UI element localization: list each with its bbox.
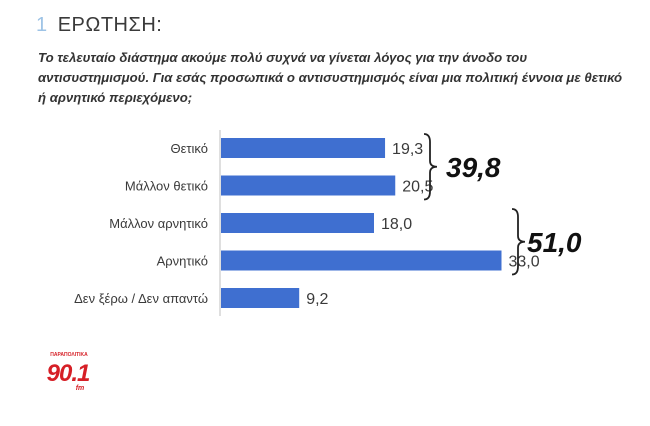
bar-3 — [221, 213, 374, 233]
logo-sub-text: fm — [76, 385, 85, 392]
group-total-label: 51,0 — [527, 227, 582, 258]
value-label: 9,2 — [306, 291, 328, 308]
category-label: Αρνητικό — [157, 254, 208, 269]
value-label: 20,5 — [402, 179, 433, 196]
group-brace — [511, 208, 526, 276]
category-label: Δεν ξέρω / Δεν απαντώ — [74, 291, 208, 306]
bar-1 — [221, 138, 386, 158]
category-label: Μάλλον θετικό — [125, 179, 208, 194]
bar-5 — [221, 288, 300, 308]
category-label: Θετικό — [170, 141, 208, 156]
bar-2 — [221, 175, 396, 196]
group-brace — [423, 133, 438, 201]
group-total-label: 39,8 — [446, 152, 501, 183]
question-number: 1 — [36, 14, 48, 36]
value-label: 19,3 — [392, 141, 423, 158]
question-text: Το τελευταίο διάστημα ακούμε πολύ συχνά … — [38, 50, 623, 105]
question-heading: ΕΡΩΤΗΣΗ: — [57, 14, 163, 36]
logo-background — [46, 350, 92, 394]
value-label: 18,0 — [381, 216, 412, 233]
logo-top-text: ΠΑΡΑΠΟΛΙΤΙΚΑ — [50, 352, 88, 358]
question-title: 1 ΕΡΩΤΗΣΗ: — [36, 14, 162, 37]
bar-4 — [221, 250, 502, 271]
radio-logo: ΠΑΡΑΠΟΛΙΤΙΚΑ 90.1 fm — [46, 350, 92, 394]
logo-main-text: 90.1 — [47, 360, 90, 387]
category-label: Μάλλον αρνητικό — [109, 216, 208, 231]
value-label: 33,0 — [509, 254, 540, 271]
